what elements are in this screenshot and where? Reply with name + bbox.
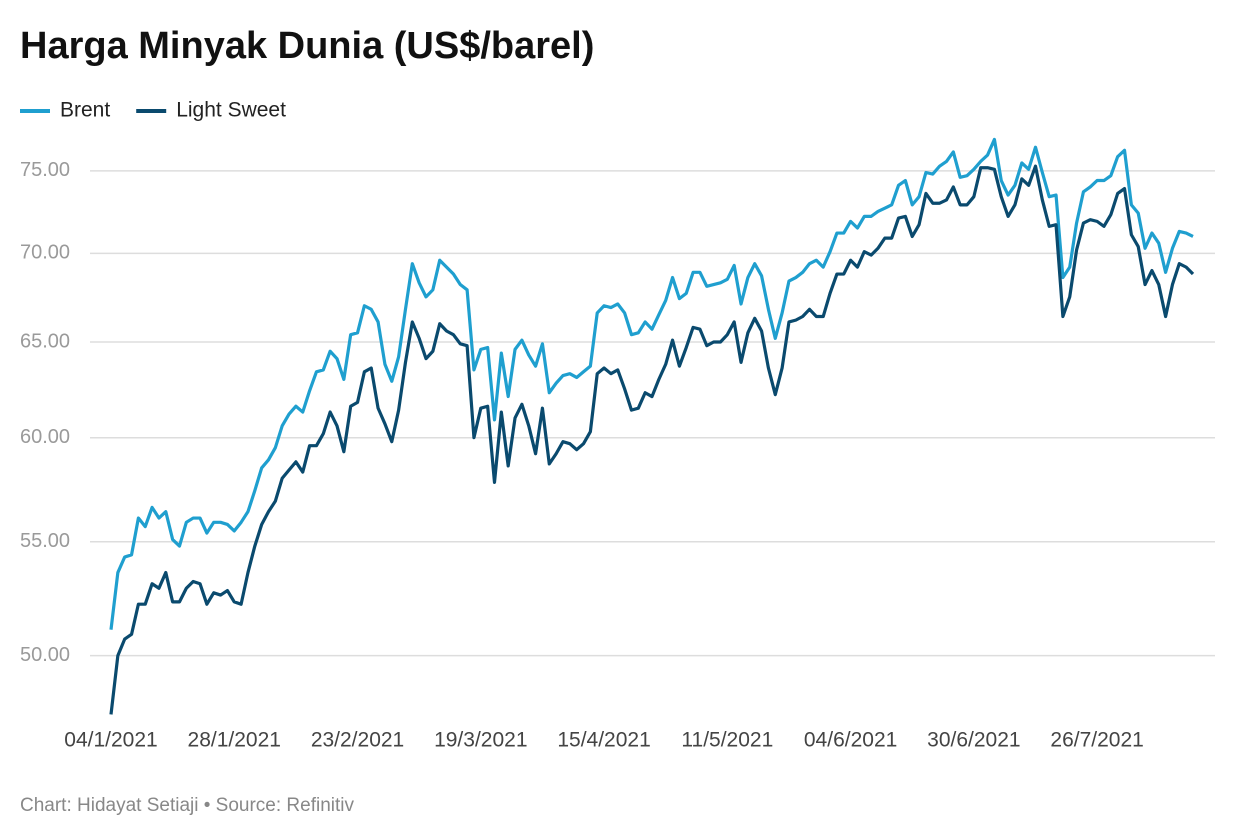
line-series bbox=[109, 164, 1195, 715]
line-series bbox=[109, 137, 1194, 630]
x-tick-label: 23/2/2021 bbox=[311, 729, 404, 752]
y-tick-label: 75.00 bbox=[20, 159, 70, 181]
x-tick-label: 04/1/2021 bbox=[64, 729, 157, 752]
y-tick-label: 65.00 bbox=[20, 330, 70, 352]
source-note: Chart: Hidayat Setiaji • Source: Refinit… bbox=[20, 795, 355, 816]
chart-title: Harga Minyak Dunia (US$/barel) bbox=[20, 25, 594, 67]
legend-label: Light Sweet bbox=[176, 99, 286, 122]
x-tick-label: 15/4/2021 bbox=[557, 729, 650, 752]
y-tick-label: 50.00 bbox=[20, 644, 70, 666]
x-tick-label: 04/6/2021 bbox=[804, 729, 897, 752]
x-tick-label: 11/5/2021 bbox=[681, 729, 773, 752]
x-tick-label: 26/7/2021 bbox=[1050, 729, 1143, 752]
y-tick-label: 55.00 bbox=[20, 530, 70, 552]
x-tick-label: 28/1/2021 bbox=[188, 729, 281, 752]
y-tick-label: 60.00 bbox=[20, 426, 70, 448]
x-tick-label: 30/6/2021 bbox=[927, 729, 1020, 752]
x-tick-label: 19/3/2021 bbox=[434, 729, 527, 752]
legend-label: Brent bbox=[60, 99, 110, 122]
y-tick-label: 70.00 bbox=[20, 242, 70, 264]
